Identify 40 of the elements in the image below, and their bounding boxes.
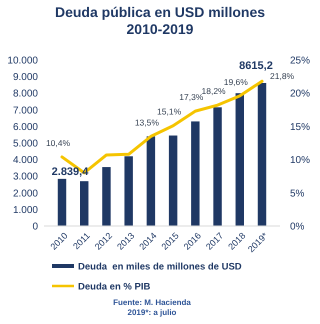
- data-label: 19,6%: [224, 76, 248, 87]
- y-tick-label: 0: [32, 222, 38, 232]
- bar: [102, 167, 111, 226]
- data-label: 8615,2: [239, 60, 273, 72]
- bar: [258, 82, 266, 226]
- y2-tick-label: 25%: [290, 56, 310, 66]
- bar: [58, 178, 66, 226]
- bar: [236, 93, 244, 226]
- y-tick-label: 4.000: [12, 155, 38, 166]
- data-label: 10,4%: [46, 138, 70, 148]
- data-label: 15,1%: [157, 106, 182, 117]
- y-tick-label: 1.000: [12, 204, 38, 216]
- y-tick-label: 5.000: [12, 138, 38, 150]
- data-label: 21,8%: [270, 71, 295, 82]
- source-note: Fuente: M. Hacienda: [113, 298, 192, 307]
- bar: [191, 121, 200, 226]
- y2-tick-label: 20%: [290, 88, 310, 100]
- y-tick-label: 8.000: [12, 88, 38, 100]
- bar: [80, 181, 88, 226]
- y-tick-label: 10.000: [7, 56, 38, 66]
- text: 2019*: a julio: [128, 308, 177, 317]
- bar: [213, 107, 222, 226]
- y-tick-label: 6.000: [12, 122, 38, 133]
- y2-tick-label: 10%: [290, 155, 310, 166]
- data-label: 18,2%: [202, 86, 226, 96]
- y-tick-label: 2.000: [12, 188, 38, 200]
- legend-label: Deuda en miles de millones de USD: [78, 261, 242, 272]
- legend-label: Deuda en % PIB: [78, 281, 150, 292]
- y-tick-label: 9.000: [12, 72, 38, 84]
- y2-tick-label: 15%: [290, 122, 310, 133]
- bar: [146, 136, 156, 226]
- y-tick-label: 7.000: [12, 105, 38, 116]
- data-label: 13,5%: [134, 117, 160, 128]
- y2-tick-label: 5%: [290, 188, 305, 200]
- y2-tick-label: 0%: [290, 222, 305, 232]
- chart-title: Deuda pública en USD millones 2010-2019: [54, 4, 266, 37]
- bar: [168, 136, 178, 226]
- y-tick-label: 3.000: [12, 172, 38, 183]
- bar: [124, 156, 133, 226]
- data-label: 17,3%: [179, 92, 204, 102]
